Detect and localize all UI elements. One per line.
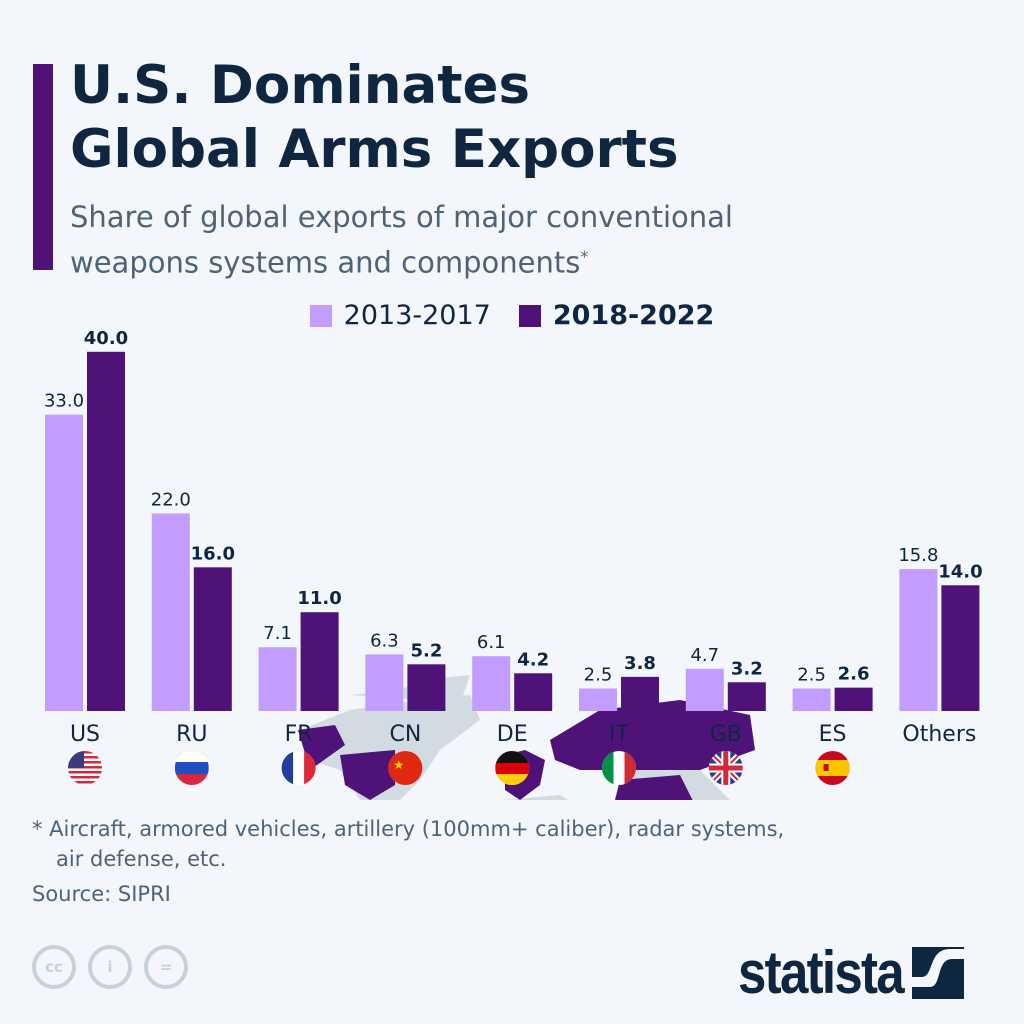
flag-band bbox=[281, 751, 294, 785]
flag-star: ★ bbox=[393, 758, 404, 772]
flag-stripe bbox=[68, 776, 102, 779]
legend-item-2018-2022: 2018-2022 bbox=[518, 300, 715, 331]
brand-text: statista bbox=[738, 939, 905, 1006]
flag-band bbox=[624, 751, 636, 785]
legend-label: 2018-2022 bbox=[552, 300, 715, 331]
flag-cross-red bbox=[708, 751, 743, 785]
bar-GB-2018-2022 bbox=[727, 682, 766, 711]
data-label: 3.2 bbox=[731, 658, 763, 679]
flag-canton bbox=[68, 751, 84, 768]
data-label: 22.0 bbox=[151, 489, 191, 510]
data-label: 14.0 bbox=[938, 561, 982, 582]
footnote-line-1: * Aircraft, armored vehicles, artillery … bbox=[32, 817, 785, 841]
statista-logo-icon bbox=[912, 946, 965, 999]
flag-stripe bbox=[68, 781, 102, 784]
footnote-mark: * bbox=[580, 247, 589, 266]
subtitle-text: Share of global exports of major convent… bbox=[70, 200, 733, 280]
bar-DE-2018-2022 bbox=[514, 673, 553, 711]
category-label-CN: CN bbox=[389, 722, 421, 747]
data-label: 5.2 bbox=[410, 640, 442, 661]
data-label: 40.0 bbox=[84, 330, 128, 349]
world-map bbox=[298, 675, 755, 800]
category-label-RU: RU bbox=[176, 722, 207, 747]
flag-stripe bbox=[68, 756, 102, 759]
page-title: U.S. Dominates Global Arms Exports bbox=[70, 54, 679, 182]
legend-item-2013-2017: 2013-2017 bbox=[309, 300, 491, 331]
map-china bbox=[615, 775, 693, 800]
legend-label: 2013-2017 bbox=[343, 300, 491, 331]
bar-FR-2018-2022 bbox=[300, 612, 339, 711]
category-label-US: US bbox=[70, 722, 100, 747]
legend-swatch bbox=[518, 304, 541, 327]
data-label: 4.2 bbox=[517, 649, 549, 670]
statista-logo[interactable]: statista bbox=[738, 938, 965, 1007]
license-icons[interactable]: cc i = bbox=[32, 945, 188, 989]
title-line-1: U.S. Dominates bbox=[70, 55, 531, 116]
flag-band bbox=[304, 751, 316, 785]
bar-DE-2013-2017 bbox=[472, 656, 511, 711]
flag-field bbox=[388, 751, 423, 785]
flag-emblem bbox=[823, 764, 829, 771]
flag-stripe bbox=[68, 766, 102, 769]
footnote-line-2: air defense, etc. bbox=[56, 847, 227, 871]
attribution-icon[interactable]: i bbox=[88, 945, 132, 989]
data-label: 3.8 bbox=[624, 653, 656, 674]
bar-FR-2013-2017 bbox=[258, 647, 297, 711]
subtitle: Share of global exports of major convent… bbox=[70, 197, 870, 283]
title-accent-bar bbox=[33, 64, 53, 270]
data-label: 16.0 bbox=[191, 543, 235, 564]
bar-Others-2013-2017 bbox=[899, 569, 938, 711]
source: Source: SIPRI bbox=[32, 882, 171, 906]
flag-band bbox=[602, 751, 614, 785]
flag-stripe bbox=[68, 771, 102, 774]
bar-CN-2013-2017 bbox=[365, 654, 404, 711]
flag-stripe bbox=[68, 751, 102, 754]
data-label: 11.0 bbox=[297, 588, 341, 609]
data-label: 4.7 bbox=[690, 645, 719, 666]
category-label-DE: DE bbox=[497, 722, 528, 747]
bar-GB-2013-2017 bbox=[685, 668, 724, 711]
data-label: 15.8 bbox=[898, 545, 938, 566]
flag-band bbox=[495, 774, 530, 785]
bar-Others-2018-2022 bbox=[941, 585, 980, 711]
bar-IT-2018-2022 bbox=[621, 676, 659, 711]
bar-ES-2018-2022 bbox=[834, 687, 873, 711]
data-label: 7.1 bbox=[263, 623, 292, 644]
category-label-ES: ES bbox=[819, 722, 847, 747]
flag-band bbox=[174, 762, 209, 774]
flag-stripe bbox=[68, 761, 102, 764]
bar-CN-2018-2022 bbox=[407, 664, 446, 711]
bar-RU-2013-2017 bbox=[151, 513, 190, 711]
category-label-FR: FR bbox=[285, 722, 313, 747]
bar-ES-2013-2017 bbox=[792, 688, 831, 711]
category-label-GB: GB bbox=[710, 722, 742, 747]
data-label: 2.6 bbox=[838, 664, 870, 685]
data-label: 33.0 bbox=[44, 391, 84, 412]
footnote: * Aircraft, armored vehicles, artillery … bbox=[32, 814, 992, 874]
bar-IT-2013-2017 bbox=[579, 688, 617, 711]
flag-band bbox=[174, 774, 209, 785]
flag-band bbox=[495, 763, 530, 774]
flag-band bbox=[495, 751, 530, 763]
map-us bbox=[340, 750, 395, 800]
category-label-Others: Others bbox=[902, 722, 976, 747]
bar-chart: 33.0 40.0 US 22.0 16.0 RU 7.111.0 FR 6.3 5.2 CN ★ 6.… bbox=[44, 330, 983, 800]
legend-swatch bbox=[309, 304, 332, 327]
bar-US-2018-2022 bbox=[87, 351, 125, 711]
no-derivatives-icon[interactable]: = bbox=[144, 945, 188, 989]
cc-icon[interactable]: cc bbox=[32, 945, 76, 989]
map-russia bbox=[550, 700, 755, 770]
data-label: 2.5 bbox=[797, 665, 826, 686]
flag-band bbox=[815, 760, 850, 776]
legend: 2013-2017 2018-2022 bbox=[0, 300, 1024, 331]
title-line-2: Global Arms Exports bbox=[70, 119, 679, 180]
data-label: 6.3 bbox=[370, 630, 399, 651]
category-label-IT: IT bbox=[609, 722, 629, 747]
bar-US-2013-2017 bbox=[45, 414, 83, 711]
bar-RU-2018-2022 bbox=[193, 567, 232, 711]
data-label: 6.1 bbox=[477, 632, 506, 653]
data-label: 2.5 bbox=[584, 665, 613, 686]
